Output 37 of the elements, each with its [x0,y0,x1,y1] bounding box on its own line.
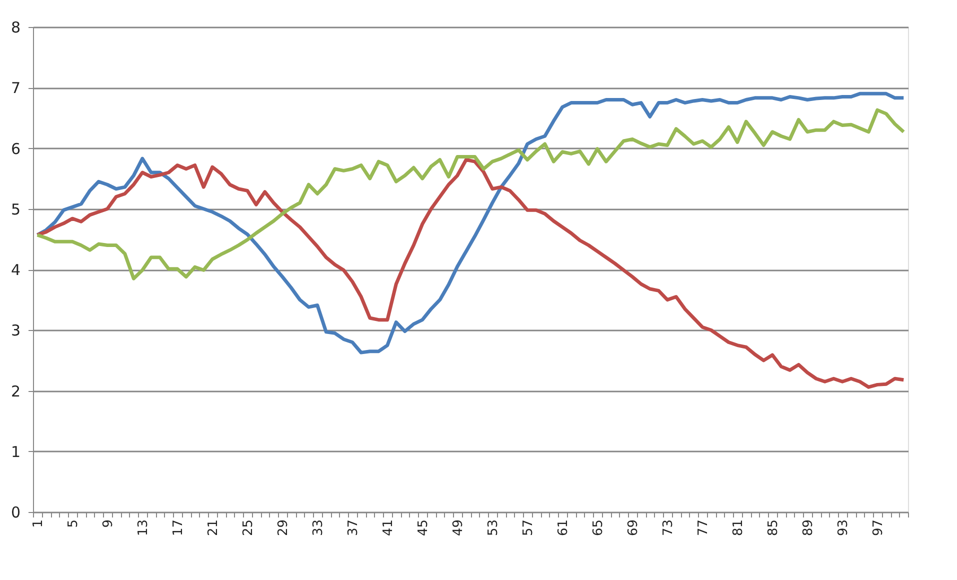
x-tick-label: 29 [276,520,291,536]
x-tick-label: 21 [206,520,221,536]
x-tick-label: 53 [486,520,501,536]
x-tick-label: 49 [450,520,466,536]
x-tick-label: 81 [730,520,746,536]
x-tick-label: 33 [310,520,326,536]
y-tick-label: 1 [10,442,20,461]
x-tick-label: 97 [870,520,886,536]
x-tick-label: 9 [100,520,116,528]
x-tick-label: 5 [66,520,81,528]
x-tick-label: 77 [696,520,711,536]
y-tick-label: 7 [10,79,20,98]
x-tick-label: 57 [520,520,536,536]
x-tick-label: 45 [416,520,431,536]
x-tick-label: 41 [380,520,396,536]
y-tick-label: 4 [10,261,20,279]
x-tick-label: 73 [660,520,676,536]
y-tick-label: 6 [10,140,20,158]
x-tick-label: 65 [590,520,606,536]
x-tick-label: 25 [240,520,256,536]
line-series [36,158,906,389]
line-series [36,92,906,354]
x-tick-label: 93 [836,520,851,536]
x-tick-label: 1 [30,520,46,528]
line-series [36,108,906,280]
x-tick-label: 61 [556,520,571,536]
y-tick-label: 5 [10,200,20,218]
x-tick-label: 13 [136,520,151,536]
y-tick-label: 3 [10,322,20,340]
y-tick-label: 2 [10,382,20,400]
x-tick-label: 17 [170,520,186,536]
x-tick-label: 37 [346,520,361,536]
y-tick-label: 8 [10,18,20,36]
y-tick-label: 0 [10,504,20,522]
x-tick-label: 85 [766,520,781,536]
x-tick-label: 89 [800,520,816,536]
x-tick-label: 69 [626,520,641,536]
